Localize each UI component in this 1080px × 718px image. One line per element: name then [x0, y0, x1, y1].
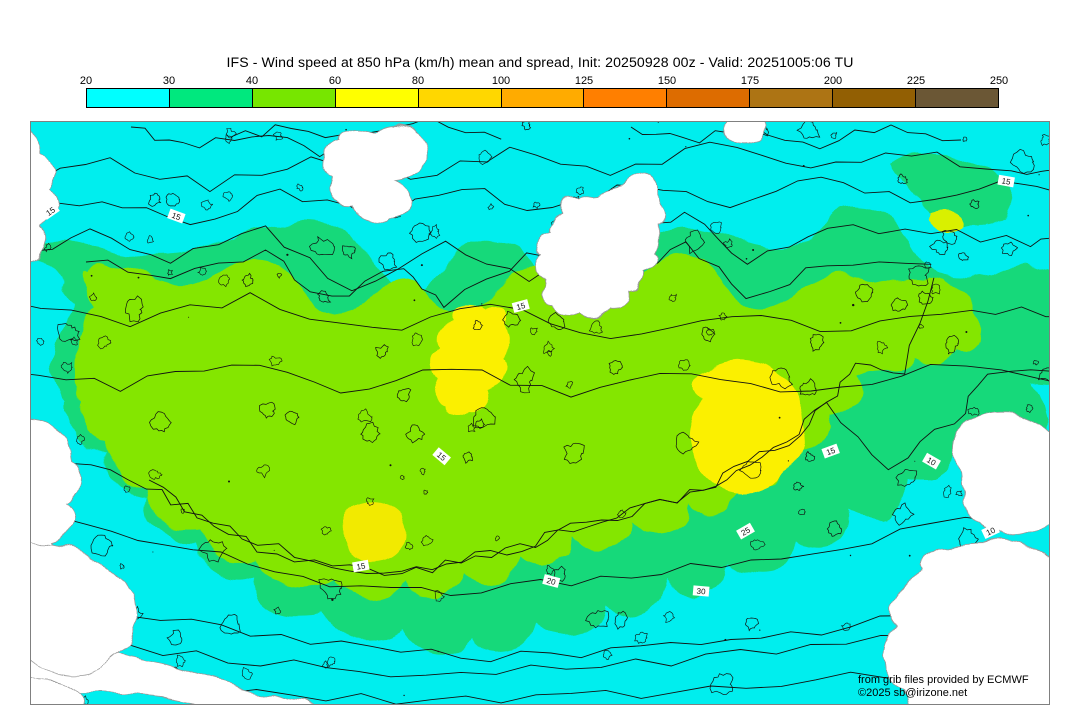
svg-text:30: 30: [696, 587, 706, 597]
